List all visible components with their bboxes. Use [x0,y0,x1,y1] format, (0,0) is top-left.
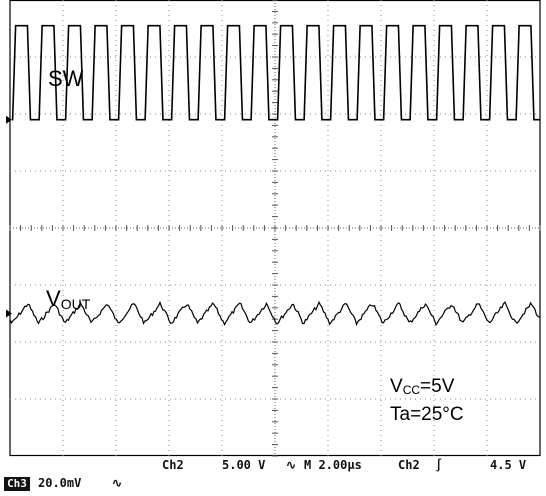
ch2-ground-marker [6,115,12,124]
vcc-label-main: V [390,376,403,397]
rising-edge-icon: ∫ [435,458,443,472]
sw-trace-label: SW [48,66,84,91]
bandwidth-limit-icon: ∿ [286,458,297,472]
ch3-ground-marker [6,309,12,318]
vcc-label-value: =5V [420,376,455,397]
vout-trace [9,300,540,327]
trigger-source-readout: Ch2 [398,458,420,472]
trigger-level-readout: 4.5 V [490,458,527,472]
ch3-volts-per-div: 20.0mV [38,476,82,490]
vcc-condition-label: VCC=5V [390,376,454,398]
ch3-bandwidth-icon: ∿ [112,476,123,490]
timebase-readout: M 2.00µs [304,458,362,472]
ch2-readout: Ch2 [162,458,184,472]
ta-condition-label: Ta=25°C [390,404,464,425]
vout-trace-label: VOUT [46,286,90,312]
ch3-badge: Ch3 [4,477,30,491]
ch2-volts-per-div: 5.00 V [222,458,266,472]
vcc-label-sub: CC [402,383,421,397]
vout-label-main: V [46,286,61,311]
sw-trace [11,24,540,121]
vout-label-sub: OUT [60,296,91,312]
